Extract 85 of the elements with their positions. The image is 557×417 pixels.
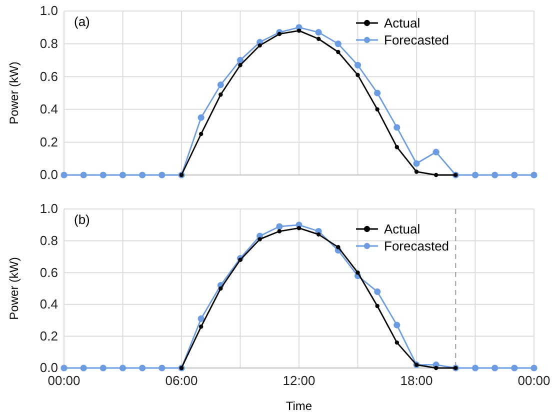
legend-label: Forecasted: [384, 238, 450, 254]
point: [119, 172, 126, 178]
point: [258, 43, 262, 48]
point: [218, 92, 223, 97]
point: [413, 160, 420, 167]
point: [434, 366, 438, 370]
point: [198, 315, 204, 322]
y-tick-label: 0.8: [40, 36, 58, 51]
point: [511, 364, 518, 372]
point: [530, 364, 538, 372]
x-tick-label: 00:00: [48, 373, 80, 388]
point: [238, 258, 242, 262]
point: [434, 172, 438, 178]
y-tick-label: 0.6: [40, 264, 58, 280]
point: [139, 364, 146, 372]
y-tick-label: 0.4: [40, 296, 58, 312]
x-tick-label: 12:00: [282, 373, 316, 388]
point: [236, 56, 244, 64]
point: [374, 288, 381, 295]
y-axis-title: Power (kW): [7, 62, 21, 124]
x-tick-label: 00:00: [518, 373, 550, 388]
x-tick-label: 06:00: [165, 373, 198, 388]
x-tick-label: 18:00: [400, 373, 433, 388]
point: [296, 226, 302, 230]
point: [198, 324, 204, 329]
point: [356, 270, 360, 275]
point: [394, 340, 400, 345]
point: [60, 364, 68, 372]
point: [198, 114, 204, 121]
point: [119, 364, 126, 372]
point: [238, 63, 242, 68]
y-tick-label: 0.8: [40, 232, 58, 248]
legend-label: Forecasted: [384, 32, 450, 48]
point: [354, 62, 362, 68]
point: [277, 32, 282, 36]
point: [472, 172, 479, 178]
point: [511, 172, 518, 178]
point: [296, 28, 302, 33]
y-tick-label: 1.0: [40, 3, 58, 18]
y-tick-label: 0.2: [40, 328, 58, 344]
point: [375, 304, 380, 308]
point: [336, 245, 340, 250]
point: [277, 229, 282, 234]
point: [158, 364, 166, 372]
point: [394, 124, 400, 131]
legend-label: Actual: [384, 16, 420, 30]
point: [316, 36, 321, 41]
point: [315, 29, 322, 36]
y-axis-title: Power (kW): [7, 257, 21, 320]
y-tick-label: 0.0: [40, 167, 58, 182]
point: [394, 145, 400, 150]
point: [394, 322, 400, 328]
point: [492, 364, 498, 372]
point: [530, 172, 538, 178]
legend-label: Actual: [384, 222, 420, 236]
point: [139, 172, 146, 178]
point: [492, 172, 498, 178]
point: [100, 364, 106, 372]
annotation: (b): [74, 212, 90, 227]
point: [334, 40, 342, 48]
point: [276, 223, 283, 230]
point: [218, 286, 223, 291]
x-axis-title: Time: [286, 399, 312, 413]
point: [472, 364, 479, 372]
annotation: (a): [74, 14, 90, 29]
point: [198, 132, 204, 136]
y-tick-label: 0.4: [40, 102, 58, 117]
y-tick-label: 0.6: [40, 68, 58, 84]
point: [336, 50, 340, 54]
point: [258, 237, 262, 242]
point: [375, 107, 380, 112]
point: [432, 148, 440, 156]
y-tick-label: 0.0: [40, 360, 58, 376]
point: [80, 172, 87, 178]
point: [316, 232, 321, 237]
y-tick-label: 1.0: [40, 201, 58, 216]
point: [60, 172, 68, 178]
point: [217, 82, 224, 88]
point: [414, 170, 419, 174]
point: [374, 90, 381, 96]
point: [100, 172, 106, 178]
point: [356, 72, 360, 78]
point: [158, 172, 166, 178]
point: [80, 364, 87, 372]
y-tick-label: 0.2: [40, 134, 58, 150]
